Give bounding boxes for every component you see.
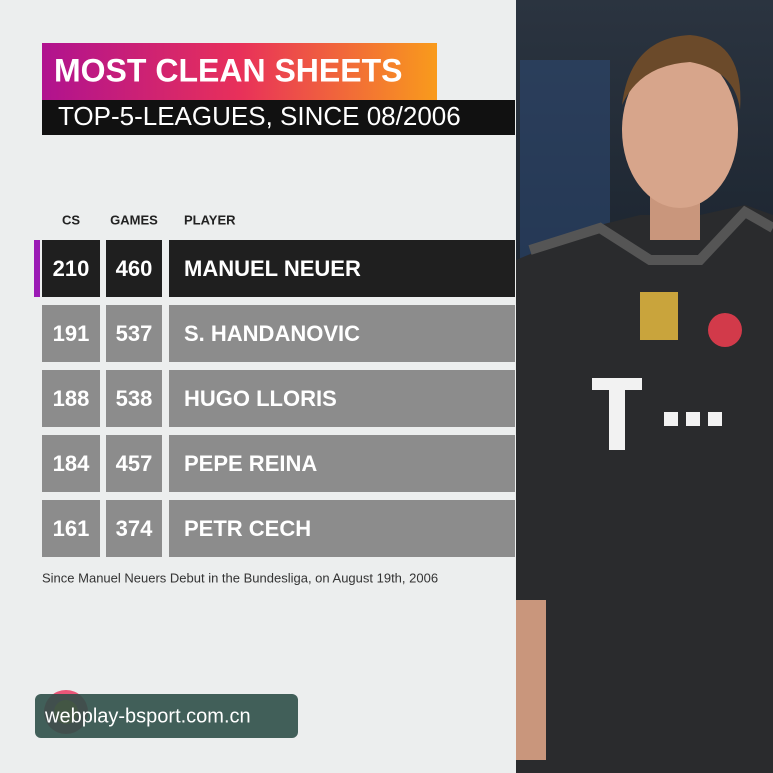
title: MOST CLEAN SHEETS: [54, 52, 402, 88]
stat-value: 184: [53, 451, 90, 476]
watermark: webplay-bsport.com.cn: [35, 690, 298, 738]
column-header: GAMES: [110, 212, 158, 227]
player-name: PETR CECH: [184, 516, 311, 541]
column-header: CS: [62, 212, 80, 227]
cell: [106, 435, 162, 492]
stat-value: 210: [53, 256, 90, 281]
column-header: PLAYER: [184, 212, 236, 227]
table: CS GAMES PLAYER 210 460 MANUEL NEUER 191 537 S. …: [34, 212, 515, 557]
player-name: S. HANDANOVIC: [184, 321, 360, 346]
player-name: HUGO LLORIS: [184, 386, 337, 411]
stat-value: 191: [53, 321, 90, 346]
player-name: MANUEL NEUER: [184, 256, 361, 281]
stat-value: 188: [53, 386, 90, 411]
cell: [42, 240, 100, 297]
cell: [106, 370, 162, 427]
player-photo: [516, 0, 773, 773]
cell: [106, 305, 162, 362]
cell: [42, 305, 100, 362]
cell: [42, 370, 100, 427]
cell: [42, 435, 100, 492]
stat-value: 460: [116, 256, 153, 281]
footnote: Since Manuel Neuers Debut in the Bundesl…: [42, 570, 438, 585]
cell: [169, 305, 515, 362]
subtitle: TOP-5-LEAGUES, SINCE 08/2006: [58, 101, 461, 131]
stat-value: 537: [116, 321, 153, 346]
cell: [169, 500, 515, 557]
stat-value: 161: [53, 516, 90, 541]
stat-value: 374: [116, 516, 153, 541]
watermark-text: webplay-bsport.com.cn: [44, 705, 251, 727]
cell: [106, 240, 162, 297]
title-box: [42, 43, 437, 100]
stat-value: 538: [116, 386, 153, 411]
highlight-accent: [34, 240, 40, 297]
cell: [169, 435, 515, 492]
stat-value: 457: [116, 451, 153, 476]
cell: [169, 370, 515, 427]
player-name: PEPE REINA: [184, 451, 317, 476]
cell: [106, 500, 162, 557]
cell: [169, 240, 515, 297]
subtitle-box: [42, 100, 515, 135]
cell: [42, 500, 100, 557]
